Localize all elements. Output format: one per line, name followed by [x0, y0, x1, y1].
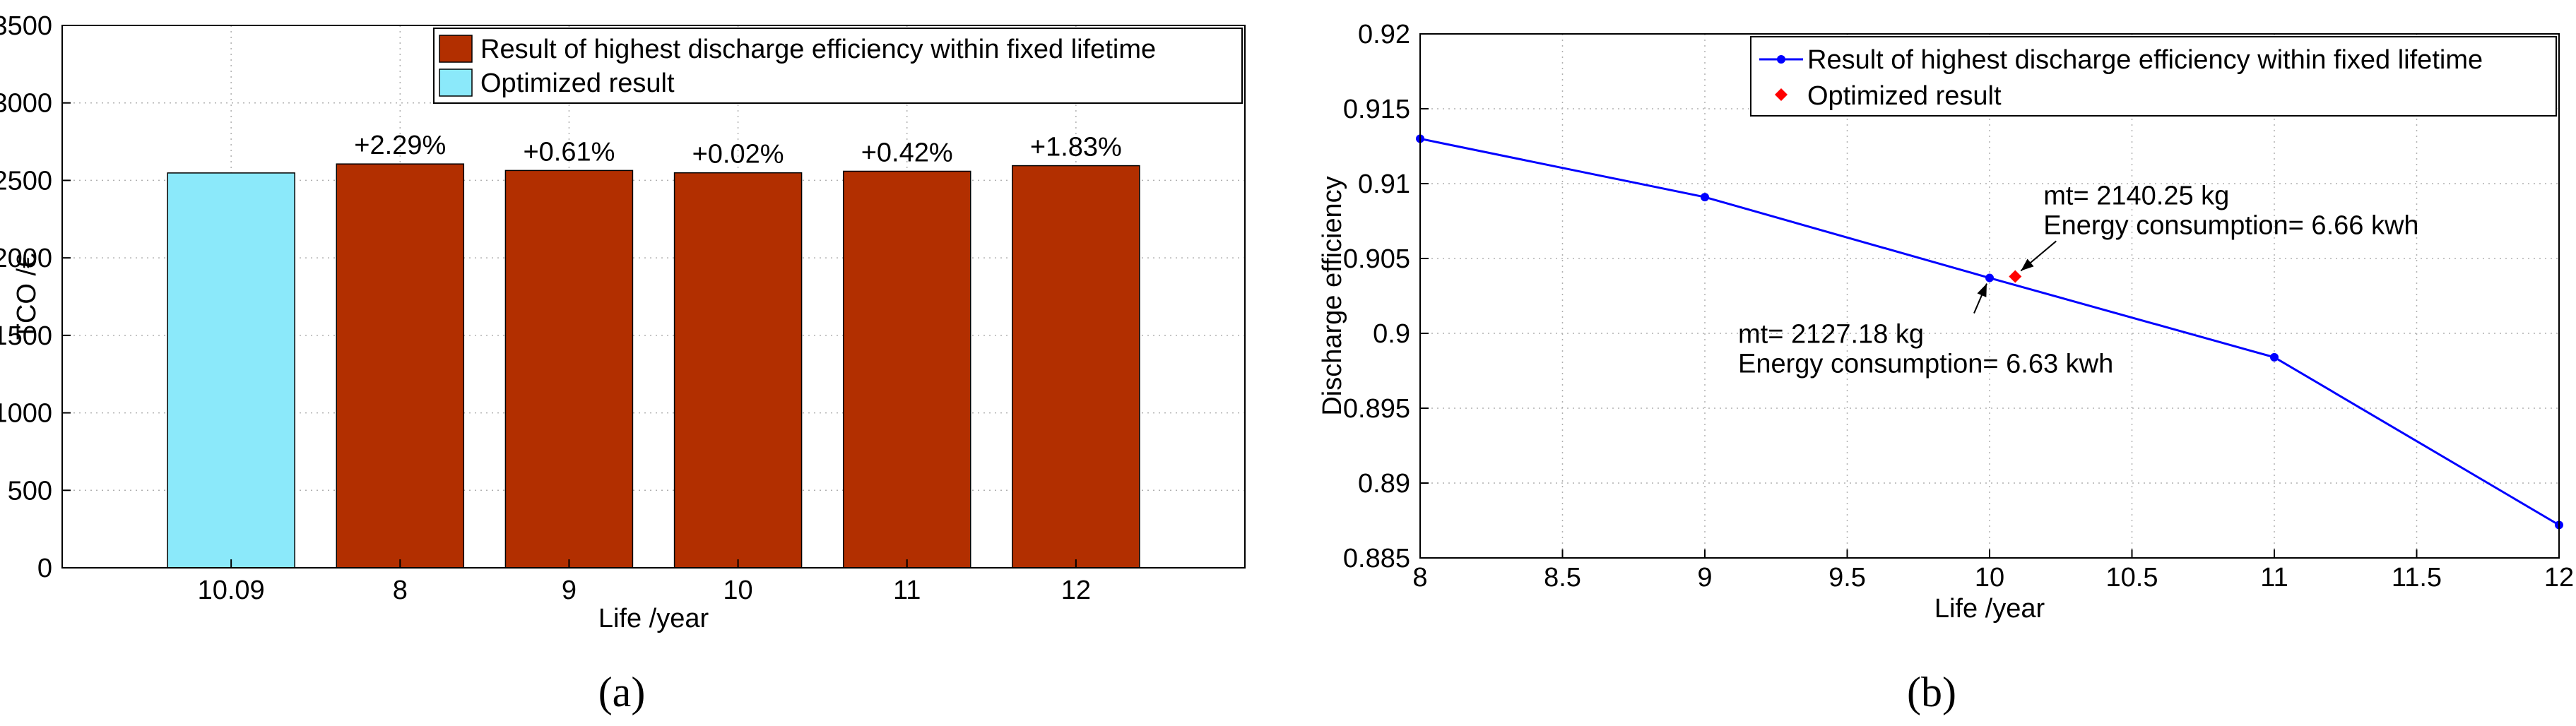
x-tick-label: 8.5 [1544, 563, 1581, 593]
series-point [1701, 193, 1709, 202]
y-ticks-b: 0.885 0.89 0.895 0.9 0.905 0.91 0.915 0.92 [1343, 20, 1429, 573]
bar-chart-a: +2.29% +0.61% +0.02% +0.42% +1.83% 0 500 1000 1… [0, 11, 1246, 715]
x-tick-label: 10.5 [2106, 563, 2158, 593]
x-tick-label: 10.09 [198, 576, 265, 605]
x-tick-label: 11.5 [2392, 563, 2442, 593]
y-tick-label: 0.9 [1373, 319, 1410, 349]
optimized-point-marker [2009, 270, 2022, 283]
bar-10 [673, 172, 803, 569]
legend-marker-efficiency [1777, 55, 1785, 64]
y-tick-label: 1500 [0, 321, 52, 351]
y-tick-label: 0.885 [1343, 544, 1410, 573]
x-tick-label: 9 [562, 576, 577, 605]
annotation-optimized-mass: mt= 2140.25 kg [2043, 181, 2229, 210]
bar-12 [1012, 165, 1140, 569]
y-tick-label: 0.905 [1343, 244, 1410, 274]
axes-frame-a [61, 25, 1246, 569]
x-tick-label: 9 [1697, 563, 1712, 593]
legend-label-efficiency: Result of highest discharge efficiency w… [480, 35, 1156, 64]
x-tick-label: 11 [2260, 563, 2288, 593]
legend-label-efficiency-b: Result of highest discharge efficiency w… [1807, 45, 2483, 75]
x-tick-label: 12 [1061, 576, 1091, 605]
data-label-12: +1.83% [1030, 133, 1122, 162]
legend-b: Result of highest discharge efficiency w… [1750, 36, 2557, 117]
y-tick-label: 2000 [0, 244, 52, 273]
legend-swatch-optimized [439, 69, 473, 97]
y-tick-label: 0.91 [1358, 169, 1410, 199]
legend-label-optimized-b: Optimized result [1807, 81, 2002, 111]
y-tick-label: 0.92 [1358, 20, 1410, 49]
bar-8 [336, 163, 465, 569]
legend-box-a [433, 28, 1243, 104]
data-labels-a: +2.29% +0.61% +0.02% +0.42% +1.83% [354, 131, 1122, 169]
y-ticks-a: 0 500 1000 1500 2000 2500 3000 3500 [0, 11, 71, 583]
bars-a [167, 163, 1140, 569]
x-tick-label: 10 [1975, 563, 2004, 593]
y-tick-label: 2500 [0, 166, 52, 196]
x-axis-label-a: Life /year [598, 604, 709, 633]
annotation-efficiency-energy: Energy consumption= 6.63 kwh [1738, 350, 2113, 379]
legend-box-b [1750, 36, 2557, 117]
bar-10.09 [167, 172, 295, 569]
y-tick-label: 3500 [0, 11, 52, 41]
y-tick-label: 0.915 [1343, 95, 1410, 124]
y-tick-label: 500 [8, 476, 52, 506]
data-label-11: +0.42% [861, 138, 953, 167]
legend-a: Result of highest discharge efficiency w… [433, 28, 1243, 104]
annotation-optimized-energy: Energy consumption= 6.66 kwh [2043, 210, 2418, 240]
y-tick-label: 0.895 [1343, 394, 1410, 424]
series-point [1985, 273, 1994, 282]
x-ticks-a: 10.09 8 9 10 11 12 [198, 559, 1091, 605]
x-tick-label: 8 [393, 576, 408, 605]
y-tick-label: 1000 [0, 399, 52, 429]
legend-marker-optimized [1775, 88, 1788, 101]
data-label-8: +2.29% [354, 131, 446, 160]
y-tick-label: 3000 [0, 89, 52, 119]
x-tick-label: 8 [1412, 563, 1427, 593]
x-ticks-b: 8 8.5 9 9.5 10 10.5 11 11.5 12 [1412, 549, 2574, 593]
annotation-arrowhead-optimized [2021, 258, 2034, 271]
data-label-10: +0.02% [692, 140, 784, 169]
series-point [2270, 352, 2279, 362]
x-tick-label: 12 [2544, 563, 2574, 593]
legend-label-optimized: Optimized result [480, 69, 675, 98]
panel-label-b: (b) [1907, 669, 1956, 715]
data-label-9: +0.61% [523, 137, 615, 167]
x-tick-label: 9.5 [1828, 563, 1866, 593]
line-chart-b: mt= 2140.25 kg Energy consumption= 6.66 … [1318, 20, 2574, 715]
y-tick-label: 0 [37, 554, 52, 583]
bar-9 [504, 169, 634, 569]
annotation-efficiency-mass: mt= 2127.18 kg [1738, 320, 1924, 350]
annotations-b: mt= 2140.25 kg Energy consumption= 6.66 … [1738, 181, 2419, 379]
y-tick-label: 0.89 [1358, 469, 1410, 499]
annotation-arrowhead-efficiency [1977, 283, 1987, 297]
bar-11 [842, 170, 971, 569]
series-line-efficiency [1419, 137, 2560, 526]
y-axis-label-a: TCO /€ [12, 254, 42, 340]
x-axis-label-b: Life /year [1934, 594, 2045, 624]
x-tick-label: 10 [723, 576, 752, 605]
panel-label-a: (a) [598, 669, 646, 715]
y-axis-label-b: Discharge efficiency [1318, 176, 1347, 415]
legend-swatch-efficiency [439, 35, 473, 63]
x-tick-label: 11 [893, 576, 921, 605]
